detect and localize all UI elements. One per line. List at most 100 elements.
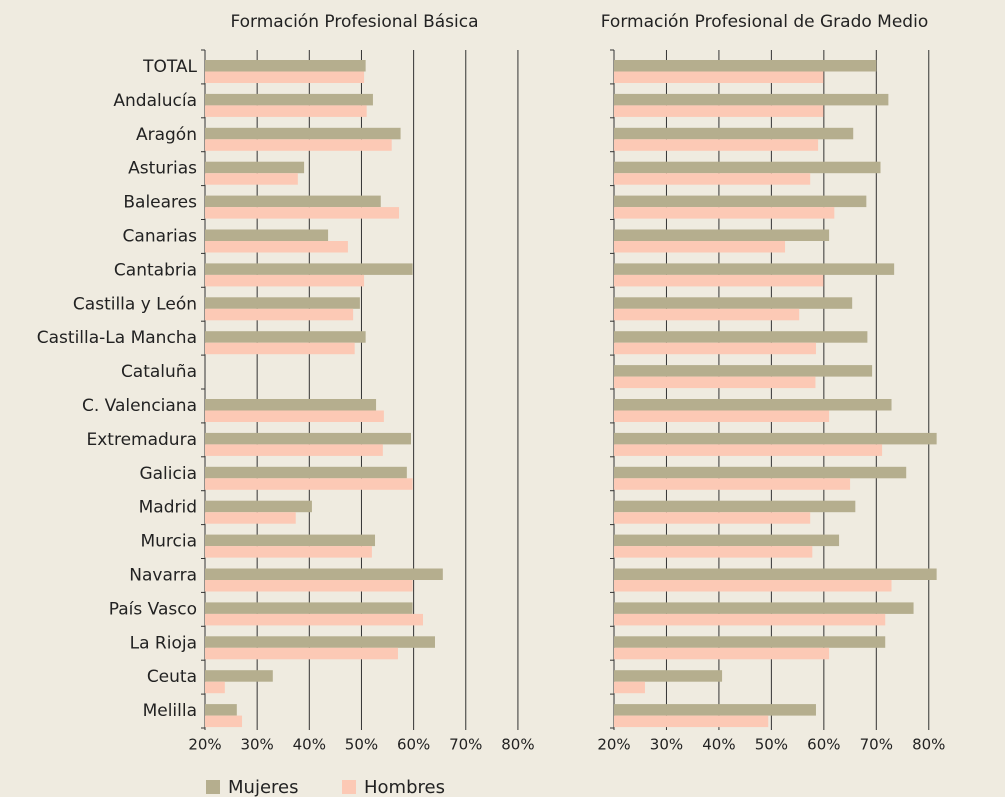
- x-tick-label: 80%: [501, 736, 534, 754]
- bar: [614, 444, 883, 456]
- category-label: Galicia: [139, 464, 197, 484]
- bar: [205, 71, 365, 83]
- bar: [614, 263, 895, 275]
- bar: [205, 274, 365, 287]
- bar: [614, 308, 800, 321]
- bar: [205, 105, 367, 117]
- bar: [205, 704, 237, 716]
- bar: [205, 207, 400, 219]
- bar: [205, 297, 360, 309]
- bar: [205, 161, 305, 174]
- category-label: Madrid: [139, 498, 197, 518]
- bar: [205, 399, 377, 411]
- category-label: Murcia: [140, 532, 197, 552]
- bar: [205, 580, 413, 592]
- bar: [614, 647, 830, 660]
- category-label: Ceuta: [147, 667, 197, 687]
- bar: [614, 715, 769, 728]
- category-label: Castilla-La Mancha: [37, 328, 197, 348]
- bar: [614, 466, 907, 479]
- legend-swatch: [342, 780, 356, 794]
- bar: [614, 71, 824, 83]
- bar: [614, 399, 892, 411]
- bar: [614, 500, 856, 513]
- x-tick-label: 40%: [293, 736, 326, 754]
- category-label: Extremadura: [87, 430, 198, 450]
- bar: [614, 274, 824, 287]
- bar: [205, 512, 296, 524]
- panel-title: Formación Profesional de Grado Medio: [601, 12, 928, 32]
- bar: [205, 241, 348, 253]
- bar: [614, 546, 813, 558]
- category-label: Melilla: [143, 701, 197, 721]
- bar: [205, 670, 273, 682]
- bar: [614, 670, 723, 682]
- bar: [205, 546, 372, 558]
- legend-label: Hombres: [364, 777, 445, 797]
- x-tick-label: 20%: [188, 736, 221, 754]
- bar: [205, 534, 376, 547]
- bar: [205, 715, 243, 728]
- category-label: Cataluña: [121, 362, 197, 382]
- x-tick-label: 50%: [345, 736, 378, 754]
- x-tick-label: 60%: [397, 736, 430, 754]
- category-label: Navarra: [129, 566, 197, 586]
- bar: [614, 376, 816, 389]
- legend-label: Mujeres: [228, 777, 298, 797]
- category-label: C. Valenciana: [82, 396, 197, 416]
- bar: [614, 127, 854, 140]
- bar: [614, 534, 840, 547]
- category-label: La Rioja: [130, 633, 197, 653]
- bar: [614, 602, 914, 614]
- bar: [205, 636, 435, 648]
- bar: [205, 681, 225, 694]
- bar: [205, 568, 443, 580]
- bar: [205, 432, 412, 445]
- x-tick-label: 20%: [597, 736, 630, 754]
- bar: [614, 613, 886, 626]
- category-label: TOTAL: [142, 57, 197, 77]
- bar: [205, 444, 383, 456]
- x-tick-label: 50%: [755, 736, 788, 754]
- bar: [614, 331, 868, 343]
- bar: [614, 93, 889, 106]
- bar: [205, 647, 398, 660]
- bar: [205, 308, 354, 321]
- bar: [205, 60, 366, 72]
- x-tick-label: 40%: [702, 736, 735, 754]
- panel-title: Formación Profesional Básica: [230, 12, 478, 32]
- bar: [205, 478, 413, 490]
- bar: [205, 500, 312, 513]
- bar: [205, 466, 407, 479]
- category-label: Aragón: [136, 125, 197, 145]
- category-label: Andalucía: [113, 91, 197, 111]
- bar: [614, 410, 830, 422]
- bar: [205, 410, 384, 422]
- category-label: País Vasco: [109, 599, 197, 619]
- category-label: Canarias: [123, 227, 198, 247]
- bar: [205, 139, 392, 151]
- bar: [614, 60, 877, 72]
- bar: [205, 93, 373, 106]
- bar: [205, 331, 366, 343]
- bar: [205, 263, 413, 275]
- bar: [614, 681, 645, 694]
- bar: [205, 195, 381, 208]
- bar: [205, 173, 298, 185]
- category-label: Castilla y León: [73, 294, 197, 314]
- bar: [205, 127, 401, 140]
- bar: [205, 602, 413, 614]
- x-tick-label: 60%: [807, 736, 840, 754]
- bar: [205, 342, 355, 355]
- x-tick-label: 70%: [449, 736, 482, 754]
- x-tick-label: 30%: [650, 736, 683, 754]
- bar: [614, 173, 811, 185]
- bar: [614, 704, 816, 716]
- bar: [205, 613, 424, 626]
- x-tick-label: 80%: [912, 736, 945, 754]
- bar: [614, 229, 830, 241]
- bar: [614, 139, 819, 151]
- bar: [614, 478, 851, 490]
- bar: [614, 195, 867, 208]
